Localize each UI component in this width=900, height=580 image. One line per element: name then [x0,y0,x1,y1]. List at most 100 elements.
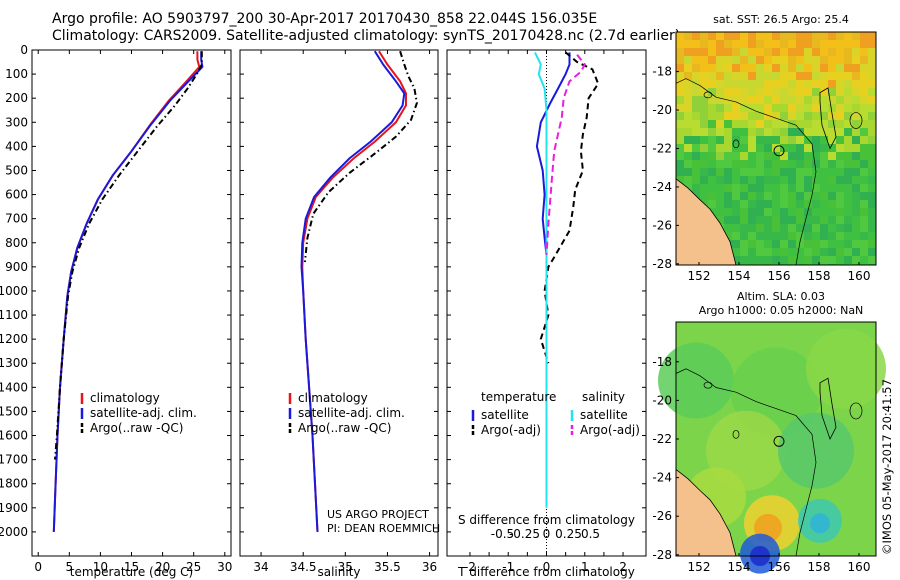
sst-cell [804,96,812,104]
sst-cell [820,144,828,152]
sst-cell [772,160,780,168]
sst-cell [804,216,812,224]
sst-cell [772,136,780,144]
sst-cell [868,72,876,80]
sst-cell [764,184,772,192]
legend-label: Argo(..raw -QC) [90,421,183,435]
sst-cell [772,216,780,224]
sst-cell [836,256,844,264]
sst-cell [676,48,684,56]
sst-cell [780,216,788,224]
sst-cell [796,184,804,192]
sst-cell [748,120,756,128]
sst-cell [740,128,748,136]
sst-cell [828,176,836,184]
sst-cell [676,128,684,136]
sst-cell [844,128,852,136]
sst-cell [844,176,852,184]
sst-cell [740,240,748,248]
sst-cell [852,128,860,136]
series-s-satellite [534,51,548,508]
sst-cell [740,192,748,200]
sst-cell [756,32,764,40]
sst-cell [788,48,796,56]
sst-cell [788,184,796,192]
sst-cell [708,104,716,112]
sst-cell [804,256,812,264]
sst-cell [828,64,836,72]
sst-cell [812,104,820,112]
map-sla-title: Altim. SLA: 0.03 [736,290,826,303]
sst-cell [748,232,756,240]
sst-cell [852,112,860,120]
sst-cell [676,176,684,184]
map-y-tick-label: -26 [652,218,672,232]
sst-cell [748,128,756,136]
sst-cell [788,136,796,144]
sst-cell [796,40,804,48]
sst-cell [836,88,844,96]
sst-cell [708,112,716,120]
sst-cell [756,144,764,152]
map-y-tick-label: -28 [652,548,672,562]
sst-cell [868,184,876,192]
sst-cell [740,248,748,256]
map-sla-title-2: Argo h1000: 0.05 h2000: NaN [698,304,864,317]
sst-cell [812,216,820,224]
sst-cell [700,176,708,184]
sst-cell [732,232,740,240]
sst-cell [820,192,828,200]
sst-cell [676,56,684,64]
sst-cell [788,104,796,112]
sst-cell [716,152,724,160]
argo-float-marker [773,435,785,447]
sst-cell [700,72,708,80]
top-tick-label: -0.5 [491,527,514,541]
sst-cell [684,112,692,120]
sst-cell [836,152,844,160]
sst-cell [748,88,756,96]
sst-cell [860,120,868,128]
sst-cell [868,120,876,128]
legend-label: satellite [481,408,529,422]
series-argo-raw-qc- [54,51,203,460]
sst-cell [812,80,820,88]
map-y-tick-label: -22 [652,142,672,156]
sst-cell [772,40,780,48]
sst-cell [716,72,724,80]
sst-cell [772,224,780,232]
sst-cell [852,224,860,232]
sst-cell [732,152,740,160]
sst-cell [780,168,788,176]
sst-cell [788,112,796,120]
sst-cell [788,80,796,88]
sst-cell [812,224,820,232]
sst-cell [756,256,764,264]
sst-cell [788,208,796,216]
sst-cell [716,168,724,176]
sst-cell [716,40,724,48]
sst-cell [740,200,748,208]
sst-cell [852,176,860,184]
sst-cell [860,144,868,152]
x-axis-label: salinity [317,565,360,579]
sst-cell [780,176,788,184]
sst-cell [748,48,756,56]
sst-cell [804,88,812,96]
sst-cell [740,168,748,176]
sst-cell [852,152,860,160]
x-tick-label: 36 [422,560,437,574]
sst-cell [812,184,820,192]
sst-cell [836,240,844,248]
sst-cell [868,248,876,256]
sst-cell [692,32,700,40]
sst-cell [732,80,740,88]
sst-cell [788,248,796,256]
sst-cell [724,200,732,208]
sst-cell [692,64,700,72]
sst-cell [804,120,812,128]
sst-cell [708,144,716,152]
sst-cell [676,80,684,88]
sst-cell [732,96,740,104]
sst-cell [844,32,852,40]
